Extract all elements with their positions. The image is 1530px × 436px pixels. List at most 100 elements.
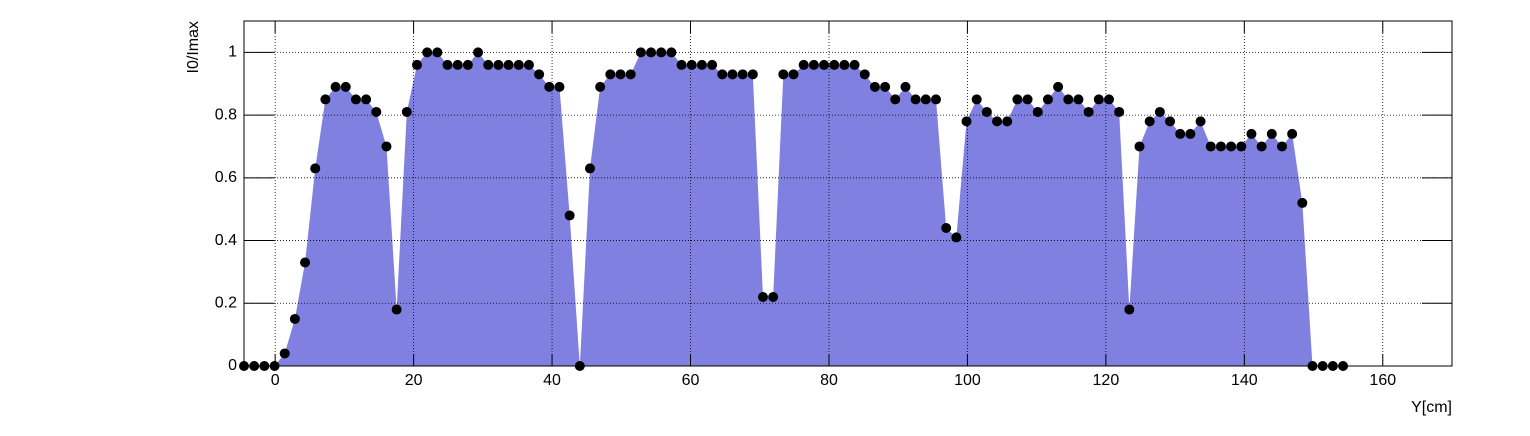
data-point <box>371 106 382 117</box>
data-point <box>1205 141 1216 152</box>
data-point <box>768 292 779 302</box>
data-point <box>737 69 748 80</box>
data-point <box>1154 106 1165 117</box>
data-point <box>1317 361 1328 371</box>
data-point <box>249 361 260 371</box>
data-point <box>1073 94 1084 105</box>
data-point <box>411 59 422 70</box>
data-point <box>1338 361 1349 371</box>
plot-frame <box>243 20 1453 367</box>
data-point <box>1236 141 1247 152</box>
data-point <box>615 69 626 80</box>
data-point <box>707 59 718 70</box>
data-point <box>1276 141 1287 152</box>
data-point <box>961 116 972 127</box>
data-point <box>971 94 982 105</box>
data-point <box>534 69 545 80</box>
data-point <box>757 292 768 302</box>
data-point <box>422 47 433 58</box>
x-tick-label: 80 <box>820 372 838 389</box>
data-point <box>1297 197 1308 208</box>
data-point <box>503 59 514 70</box>
y-tick-label: 1 <box>228 44 237 61</box>
data-point <box>300 257 311 268</box>
data-point <box>849 59 860 70</box>
data-point <box>992 116 1003 127</box>
data-point <box>605 69 616 80</box>
data-point <box>747 69 758 80</box>
data-point <box>717 69 728 80</box>
data-point <box>727 69 738 80</box>
data-point <box>442 59 453 70</box>
data-point <box>523 59 534 70</box>
data-point <box>564 210 575 221</box>
data-point <box>361 94 372 105</box>
data-point <box>981 106 992 117</box>
data-point <box>941 223 952 233</box>
data-point <box>1063 94 1074 105</box>
data-point <box>289 313 300 324</box>
data-point <box>1266 128 1277 139</box>
y-tick-label: 0.4 <box>215 232 237 249</box>
data-point <box>462 59 473 70</box>
data-point <box>869 81 880 92</box>
data-point <box>829 59 840 70</box>
data-point <box>920 94 931 105</box>
x-tick-label: 120 <box>1093 372 1120 389</box>
data-point <box>320 94 331 105</box>
data-point <box>635 47 646 58</box>
data-point <box>432 47 443 58</box>
data-point <box>1307 361 1318 371</box>
data-point <box>1083 106 1094 117</box>
data-point <box>1012 94 1023 105</box>
data-point <box>350 94 361 105</box>
data-point <box>1287 128 1298 139</box>
data-point <box>452 59 463 70</box>
data-point <box>279 348 290 359</box>
data-point <box>951 232 962 243</box>
y-tick-label: 0 <box>228 357 237 374</box>
x-tick-label: 40 <box>543 372 561 389</box>
data-point <box>1144 116 1155 127</box>
data-point <box>1032 106 1043 117</box>
x-tick-label: 160 <box>1369 372 1396 389</box>
data-point <box>930 94 941 105</box>
data-point <box>900 81 911 92</box>
data-point <box>483 59 494 70</box>
data-point <box>808 59 819 70</box>
data-point <box>259 361 270 371</box>
data-point <box>391 304 402 315</box>
data-point <box>381 141 392 152</box>
data-point <box>513 59 524 70</box>
data-point <box>788 69 799 80</box>
y-tick-label: 0.6 <box>215 169 237 186</box>
data-point <box>544 81 555 92</box>
data-point <box>1327 361 1338 371</box>
data-point <box>819 59 830 70</box>
data-point <box>595 81 606 92</box>
data-point <box>1114 106 1125 117</box>
data-point <box>1053 81 1064 92</box>
data-point <box>493 59 504 70</box>
x-tick-label: 100 <box>954 372 981 389</box>
data-point <box>1042 94 1053 105</box>
data-point <box>1134 141 1145 152</box>
y-tick-label: 0.2 <box>215 294 237 311</box>
x-tick-label: 140 <box>1231 372 1258 389</box>
data-point <box>1246 128 1257 139</box>
data-point <box>1215 141 1226 152</box>
x-tick-label: 60 <box>682 372 700 389</box>
data-point <box>330 81 341 92</box>
data-point <box>859 69 870 80</box>
data-point <box>1256 141 1267 152</box>
data-point <box>1165 116 1176 127</box>
data-point <box>310 163 321 174</box>
data-point <box>1103 94 1114 105</box>
area <box>244 52 1344 366</box>
data-point <box>1124 304 1135 315</box>
data-point <box>1093 94 1104 105</box>
data-point <box>686 59 697 70</box>
data-point <box>625 69 636 80</box>
data-point <box>880 81 891 92</box>
